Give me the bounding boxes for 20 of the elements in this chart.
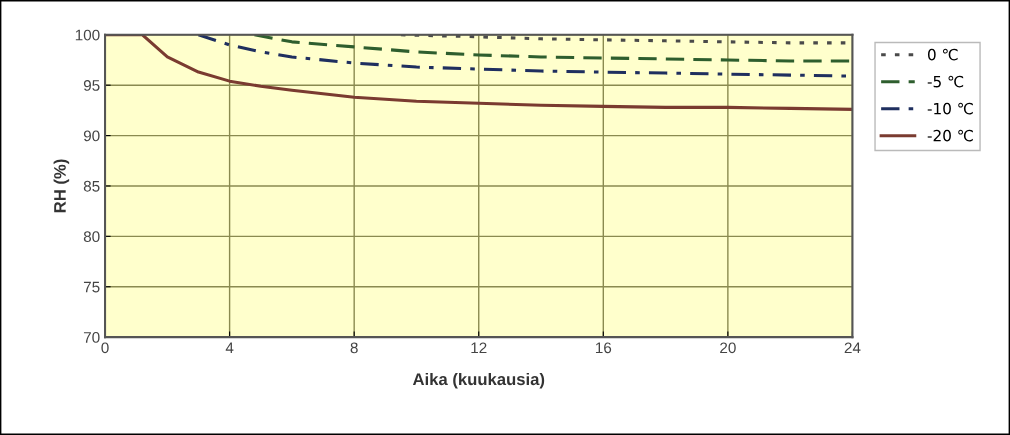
x-tick-label: 16: [595, 342, 612, 354]
y-tick-label: 70: [83, 331, 100, 343]
x-tick-label: 8: [350, 342, 358, 354]
legend-label: -20 ℃: [927, 129, 973, 142]
x-tick-label: 20: [720, 342, 736, 354]
x-tick-label: 24: [844, 342, 861, 354]
legend-label: 0 ℃: [927, 48, 958, 61]
y-tick-label: 75: [83, 281, 100, 293]
x-tick-label: 12: [471, 342, 487, 354]
x-axis-title: Aika (kuukausia): [412, 372, 545, 389]
y-tick-label: 85: [83, 180, 100, 192]
y-tick-label: 90: [83, 130, 100, 142]
legend-label: -5 ℃: [927, 75, 964, 88]
y-tick-label: 95: [83, 80, 100, 91]
x-tick-label: 0: [101, 342, 109, 354]
legend-label: -10 ℃: [927, 102, 973, 115]
x-tick-label: 4: [225, 342, 234, 354]
y-axis-title: RH (%): [53, 159, 70, 213]
y-tick-label: 100: [75, 29, 100, 41]
y-tick-label: 80: [83, 231, 100, 243]
